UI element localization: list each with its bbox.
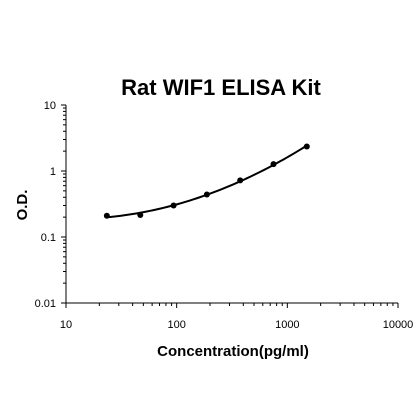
y-tick-label: 10: [44, 100, 56, 112]
data-point: [203, 191, 210, 198]
data-point: [270, 161, 277, 168]
y-tick-label: 0.1: [41, 232, 56, 244]
x-axis-ticks: 10 100 1000 10000: [60, 303, 413, 331]
data-point: [237, 177, 244, 184]
y-axis-label: O.D.: [14, 190, 31, 221]
x-axis-label: Concentration(pg/ml): [157, 343, 309, 360]
y-tick-label: 0.01: [35, 298, 56, 310]
fit-curve: [106, 144, 308, 219]
plot-area: 10 100 1000 10000 0.01 0.1 1 10: [35, 100, 414, 331]
chart-title: Rat WIF1 ELISA Kit: [121, 75, 321, 100]
data-points: [103, 143, 310, 219]
y-axis-ticks: 0.01 0.1 1 10: [35, 100, 66, 310]
data-point: [103, 212, 110, 219]
x-tick-label: 10000: [383, 319, 414, 331]
data-point: [137, 212, 144, 219]
y-tick-label: 1: [50, 166, 56, 178]
x-tick-label: 100: [167, 319, 185, 331]
x-tick-label: 10: [60, 319, 72, 331]
x-tick-label: 1000: [275, 319, 299, 331]
data-point: [170, 202, 177, 209]
data-point: [303, 143, 310, 150]
